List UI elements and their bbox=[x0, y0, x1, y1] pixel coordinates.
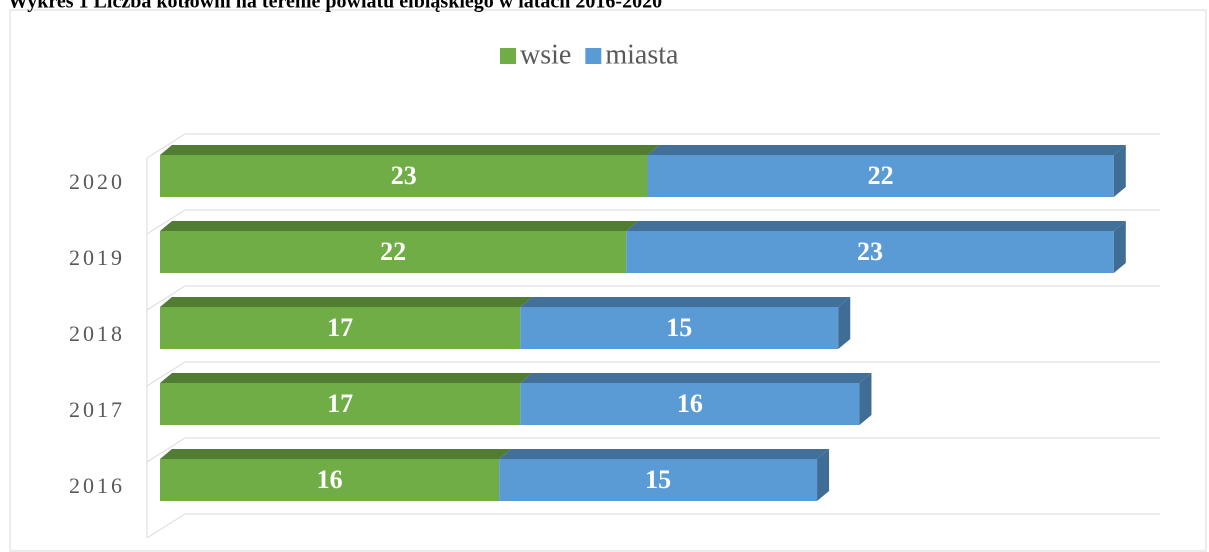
bar-segment bbox=[160, 221, 639, 273]
grid-line bbox=[146, 361, 186, 387]
bar bbox=[499, 459, 818, 501]
bar-side bbox=[838, 297, 851, 349]
bar-top bbox=[647, 145, 1126, 155]
bar-side bbox=[1113, 221, 1126, 273]
bar-side bbox=[1113, 145, 1126, 197]
bar-segment bbox=[160, 449, 512, 501]
bar bbox=[626, 231, 1114, 273]
legend-swatch bbox=[500, 48, 516, 64]
data-label: 23 bbox=[857, 237, 883, 266]
bar-top bbox=[160, 145, 660, 155]
bar-segment bbox=[160, 373, 533, 425]
bar-segment bbox=[160, 297, 533, 349]
legend-label: miasta bbox=[605, 39, 679, 70]
bar bbox=[520, 383, 860, 425]
data-label: 16 bbox=[677, 389, 703, 418]
bar-top bbox=[160, 449, 512, 459]
chart-title: Wykres 1 Liczba kotłowni na terenie powi… bbox=[8, 0, 662, 13]
y-tick-label: 2020 bbox=[69, 169, 125, 194]
bar-top bbox=[499, 449, 830, 459]
bar-top bbox=[160, 221, 639, 231]
bar-side bbox=[817, 449, 830, 501]
bar bbox=[160, 307, 521, 349]
bar-top bbox=[160, 297, 533, 307]
legend-label: wsie bbox=[520, 39, 571, 70]
y-tick-label: 2016 bbox=[69, 473, 125, 498]
grid-line bbox=[146, 513, 186, 539]
bar-segment bbox=[647, 145, 1126, 197]
y-tick-label: 2018 bbox=[69, 321, 125, 346]
bar bbox=[647, 155, 1114, 197]
grid-line bbox=[146, 285, 186, 311]
y-tick-label: 2017 bbox=[69, 397, 125, 422]
legend-swatch bbox=[585, 48, 602, 64]
data-label: 16 bbox=[317, 465, 343, 494]
bar bbox=[520, 307, 839, 349]
bar-segment bbox=[160, 145, 660, 197]
bar bbox=[160, 383, 521, 425]
grid-line bbox=[146, 133, 186, 159]
bar bbox=[160, 231, 627, 273]
data-label: 17 bbox=[327, 389, 353, 418]
y-tick-label: 2019 bbox=[69, 245, 125, 270]
bar bbox=[160, 155, 648, 197]
data-label: 22 bbox=[380, 237, 406, 266]
bar-segment bbox=[626, 221, 1126, 273]
grid-line bbox=[146, 437, 186, 463]
bar-segment bbox=[520, 373, 872, 425]
data-label: 22 bbox=[868, 161, 894, 190]
bar-top bbox=[160, 373, 533, 383]
bar-top bbox=[520, 297, 851, 307]
data-label: 15 bbox=[645, 465, 671, 494]
grid-line bbox=[146, 209, 186, 235]
bar-side bbox=[859, 373, 872, 425]
data-label: 15 bbox=[666, 313, 692, 342]
bar-top bbox=[520, 373, 872, 383]
bar-top bbox=[626, 221, 1126, 231]
bar-segment bbox=[520, 297, 851, 349]
data-label: 23 bbox=[391, 161, 417, 190]
bar-segment bbox=[499, 449, 830, 501]
bar bbox=[160, 459, 500, 501]
data-label: 17 bbox=[327, 313, 353, 342]
